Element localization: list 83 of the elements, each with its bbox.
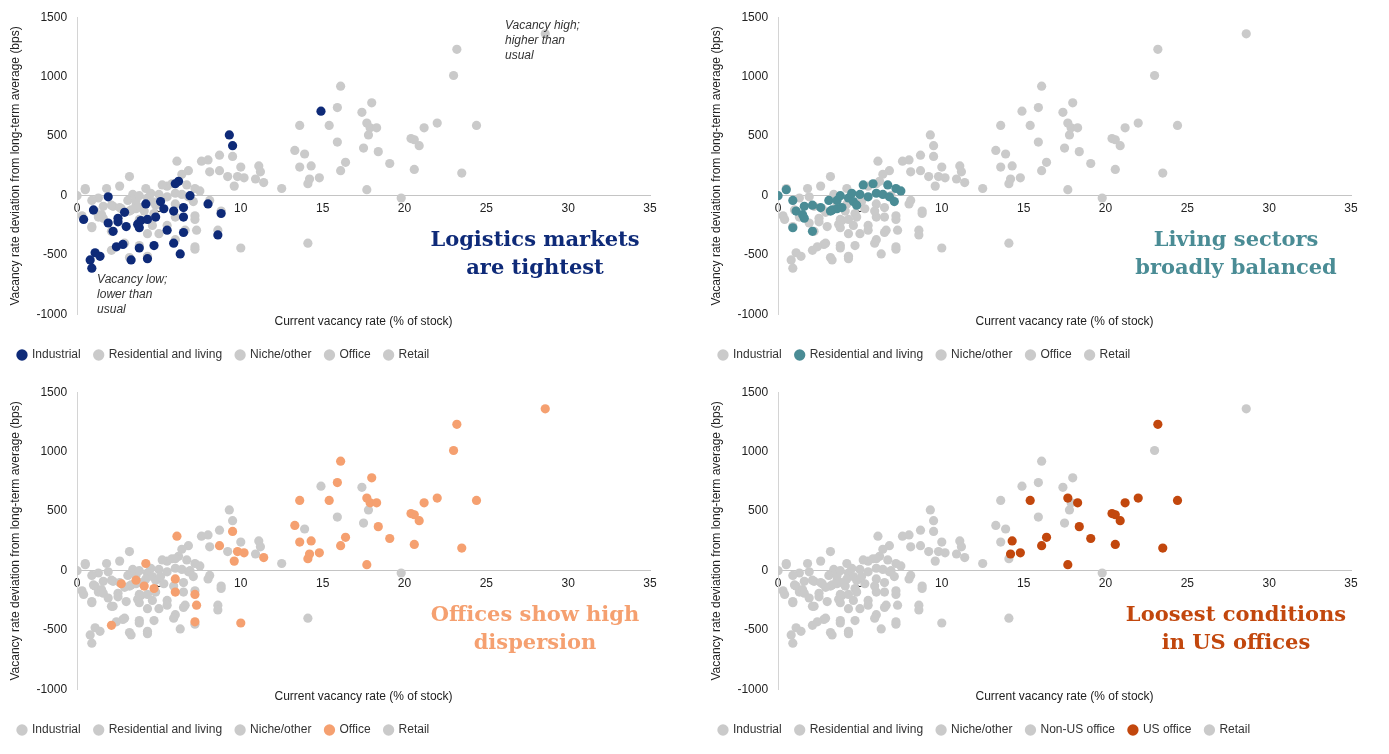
y-tick-label: -500: [43, 247, 68, 262]
x-axis-title: Current vacancy rate (% of stock): [975, 689, 1154, 704]
annotation: Offices show high dispersion: [430, 600, 640, 654]
legend-label: Office: [339, 722, 371, 737]
x-tick-label: 15: [315, 576, 330, 591]
legend-label: Residential and living: [809, 347, 924, 362]
x-tick-label: 15: [315, 201, 330, 216]
x-tick-label: 30: [561, 201, 576, 216]
x-tick-label: 30: [561, 576, 576, 591]
x-axis-title: Current vacancy rate (% of stock): [274, 314, 453, 329]
y-tick-label: -500: [744, 247, 769, 262]
y-tick-label: -500: [43, 622, 68, 637]
x-tick-label: 35: [1344, 576, 1358, 591]
y-tick-label: 1500: [741, 9, 769, 24]
y-tick-label: -1000: [36, 306, 68, 321]
y-axis-title: Vacancy rate deviation from long-term average (bps): [708, 401, 723, 681]
y-tick-label: 500: [748, 503, 769, 518]
x-tick-label: 15: [1016, 201, 1031, 216]
y-tick-label: -1000: [36, 681, 68, 696]
x-tick-label: 25: [479, 576, 494, 591]
x-tick-label: 20: [1098, 576, 1113, 591]
y-tick-label: 1000: [40, 68, 68, 83]
y-tick-label: -500: [744, 622, 769, 637]
legend-label: Retail: [1099, 347, 1131, 362]
x-tick-label: 25: [1180, 576, 1195, 591]
x-tick-label: 20: [1098, 201, 1113, 216]
x-tick-label: 30: [1262, 201, 1277, 216]
legend-label: Niche/other: [951, 347, 1013, 362]
annotation: Vacancy high; higher than usual: [505, 17, 580, 62]
legend-label: Office: [339, 347, 371, 362]
y-tick-label: 0: [761, 187, 769, 202]
legend-label: Niche/other: [250, 722, 312, 737]
y-tick-label: -1000: [737, 306, 769, 321]
y-tick-label: 1000: [741, 443, 769, 458]
y-tick-label: 0: [761, 562, 769, 577]
x-tick-label: 35: [1344, 201, 1358, 216]
y-tick-label: 500: [748, 128, 769, 143]
x-tick-label: 10: [234, 576, 248, 591]
legend-label: Residential and living: [108, 722, 223, 737]
legend-label: Niche/other: [951, 722, 1013, 737]
y-axis-title: Vacancy rate deviation from long-term average (bps): [7, 26, 22, 306]
y-axis-title: Vacancy rate deviation from long-term average (bps): [7, 401, 22, 681]
y-tick-label: 1000: [741, 68, 769, 83]
x-tick-label: 10: [234, 201, 248, 216]
legend-label: Office: [1040, 347, 1072, 362]
x-tick-label: 35: [643, 201, 657, 216]
y-tick-label: 1500: [40, 9, 68, 24]
annotation: Living sectors broadly balanced: [1135, 225, 1338, 279]
x-tick-label: 25: [479, 201, 494, 216]
x-tick-label: 20: [397, 201, 412, 216]
legend-label: Retail: [398, 722, 430, 737]
x-tick-label: 10: [935, 576, 949, 591]
legend-label: Industrial: [733, 347, 782, 362]
legend-label: Niche/other: [250, 347, 312, 362]
legend-label: Non-US office: [1040, 722, 1116, 737]
legend-label: Retail: [1219, 722, 1251, 737]
legend-label: Residential and living: [108, 347, 223, 362]
y-tick-label: 1500: [40, 384, 68, 399]
x-tick-label: 30: [1262, 576, 1277, 591]
legend-label: Retail: [398, 347, 430, 362]
x-tick-label: 20: [397, 576, 412, 591]
x-tick-label: 10: [935, 201, 949, 216]
x-tick-label: 25: [1180, 201, 1195, 216]
y-tick-label: 0: [60, 562, 68, 577]
legend-label: Industrial: [733, 722, 782, 737]
x-axis-title: Current vacancy rate (% of stock): [274, 689, 453, 704]
y-axis-title: Vacancy rate deviation from long-term average (bps): [708, 26, 723, 306]
y-tick-label: 1000: [40, 443, 68, 458]
x-tick-label: 35: [643, 576, 657, 591]
x-axis-title: Current vacancy rate (% of stock): [975, 314, 1154, 329]
y-tick-label: 500: [47, 503, 68, 518]
annotation: Logistics markets are tightest: [430, 225, 640, 279]
y-tick-label: 500: [47, 128, 68, 143]
annotation: Loosest conditions in US offices: [1125, 600, 1347, 654]
y-tick-label: 0: [60, 187, 68, 202]
annotation: Vacancy low; lower than usual: [97, 271, 168, 316]
y-tick-label: 1500: [741, 384, 769, 399]
legend-label: Industrial: [32, 722, 81, 737]
legend-label: Industrial: [32, 347, 81, 362]
y-tick-label: -1000: [737, 681, 769, 696]
legend-label: Residential and living: [809, 722, 924, 737]
x-tick-label: 15: [1016, 576, 1031, 591]
legend-label: US office: [1142, 722, 1192, 737]
